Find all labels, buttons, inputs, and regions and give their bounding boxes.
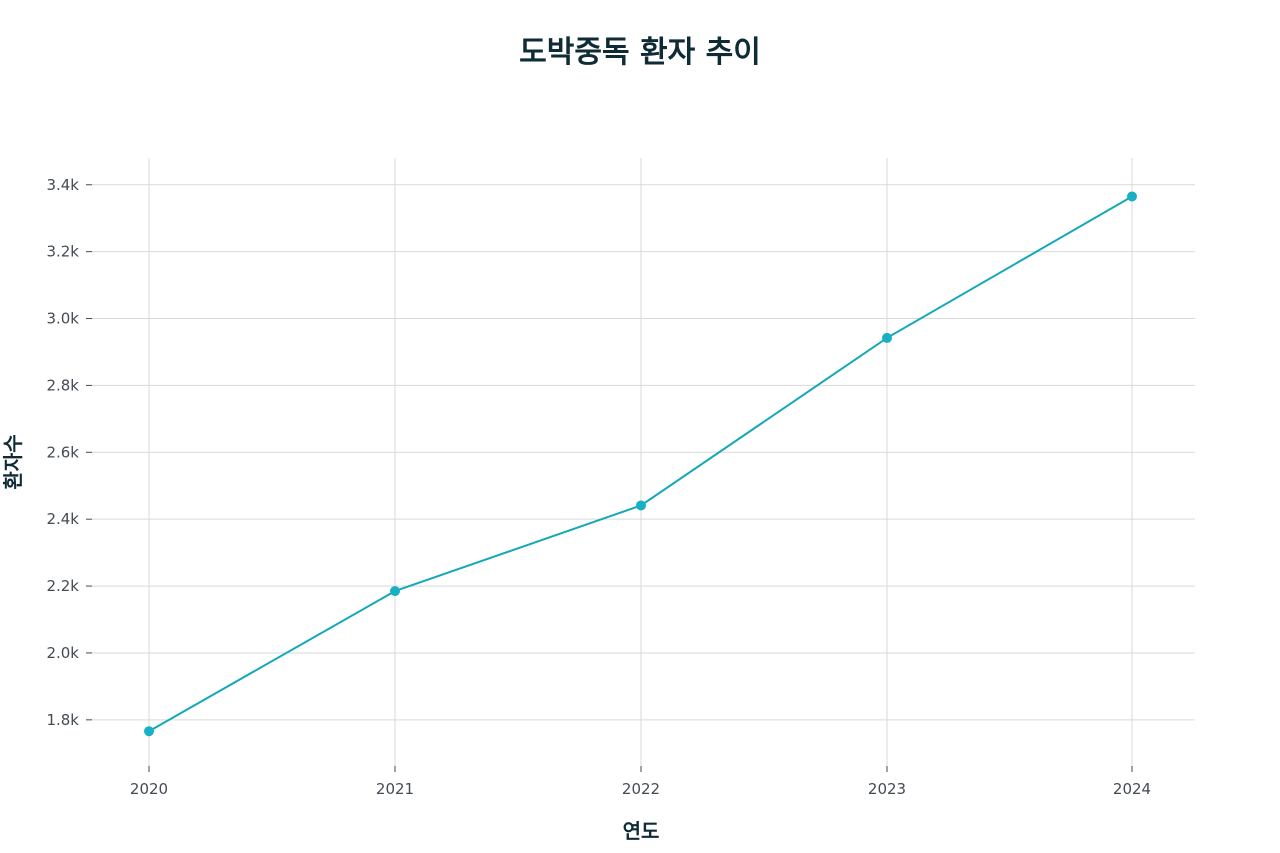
x-axis: 2020 2021 2022 2023 2024 — [130, 766, 1151, 798]
x-tick-label: 2022 — [622, 780, 660, 798]
x-tick-label: 2021 — [376, 780, 414, 798]
grid — [92, 158, 1195, 766]
x-tick-label: 2024 — [1113, 780, 1151, 798]
y-tick-label: 3.4k — [46, 176, 79, 194]
y-tick-label: 2.0k — [46, 644, 79, 662]
data-point[interactable] — [144, 726, 154, 737]
data-point[interactable] — [882, 332, 892, 343]
series-area — [144, 191, 1137, 737]
y-tick-label: 1.8k — [46, 711, 79, 729]
data-point[interactable] — [390, 586, 400, 597]
y-tick-label: 2.6k — [46, 443, 79, 461]
x-axis-title: 연도 — [623, 819, 660, 843]
y-tick-label: 3.0k — [46, 310, 79, 328]
x-tick-label: 2023 — [868, 780, 906, 798]
x-tick-label: 2020 — [130, 780, 168, 798]
y-tick-label: 3.2k — [46, 243, 79, 261]
y-axis-title: 환자수 — [1, 434, 25, 489]
y-tick-label: 2.4k — [46, 510, 79, 528]
y-tick-label: 2.8k — [46, 376, 79, 394]
data-point[interactable] — [636, 500, 646, 511]
y-axis: 1.8k 2.0k 2.2k 2.4k 2.6k 2.8k 3.0k 3.2k 3.4k — [46, 176, 92, 729]
y-tick-label: 2.2k — [46, 577, 79, 595]
chart-title: 도박중독 환자 추이 — [519, 35, 761, 70]
data-point[interactable] — [1127, 191, 1137, 202]
